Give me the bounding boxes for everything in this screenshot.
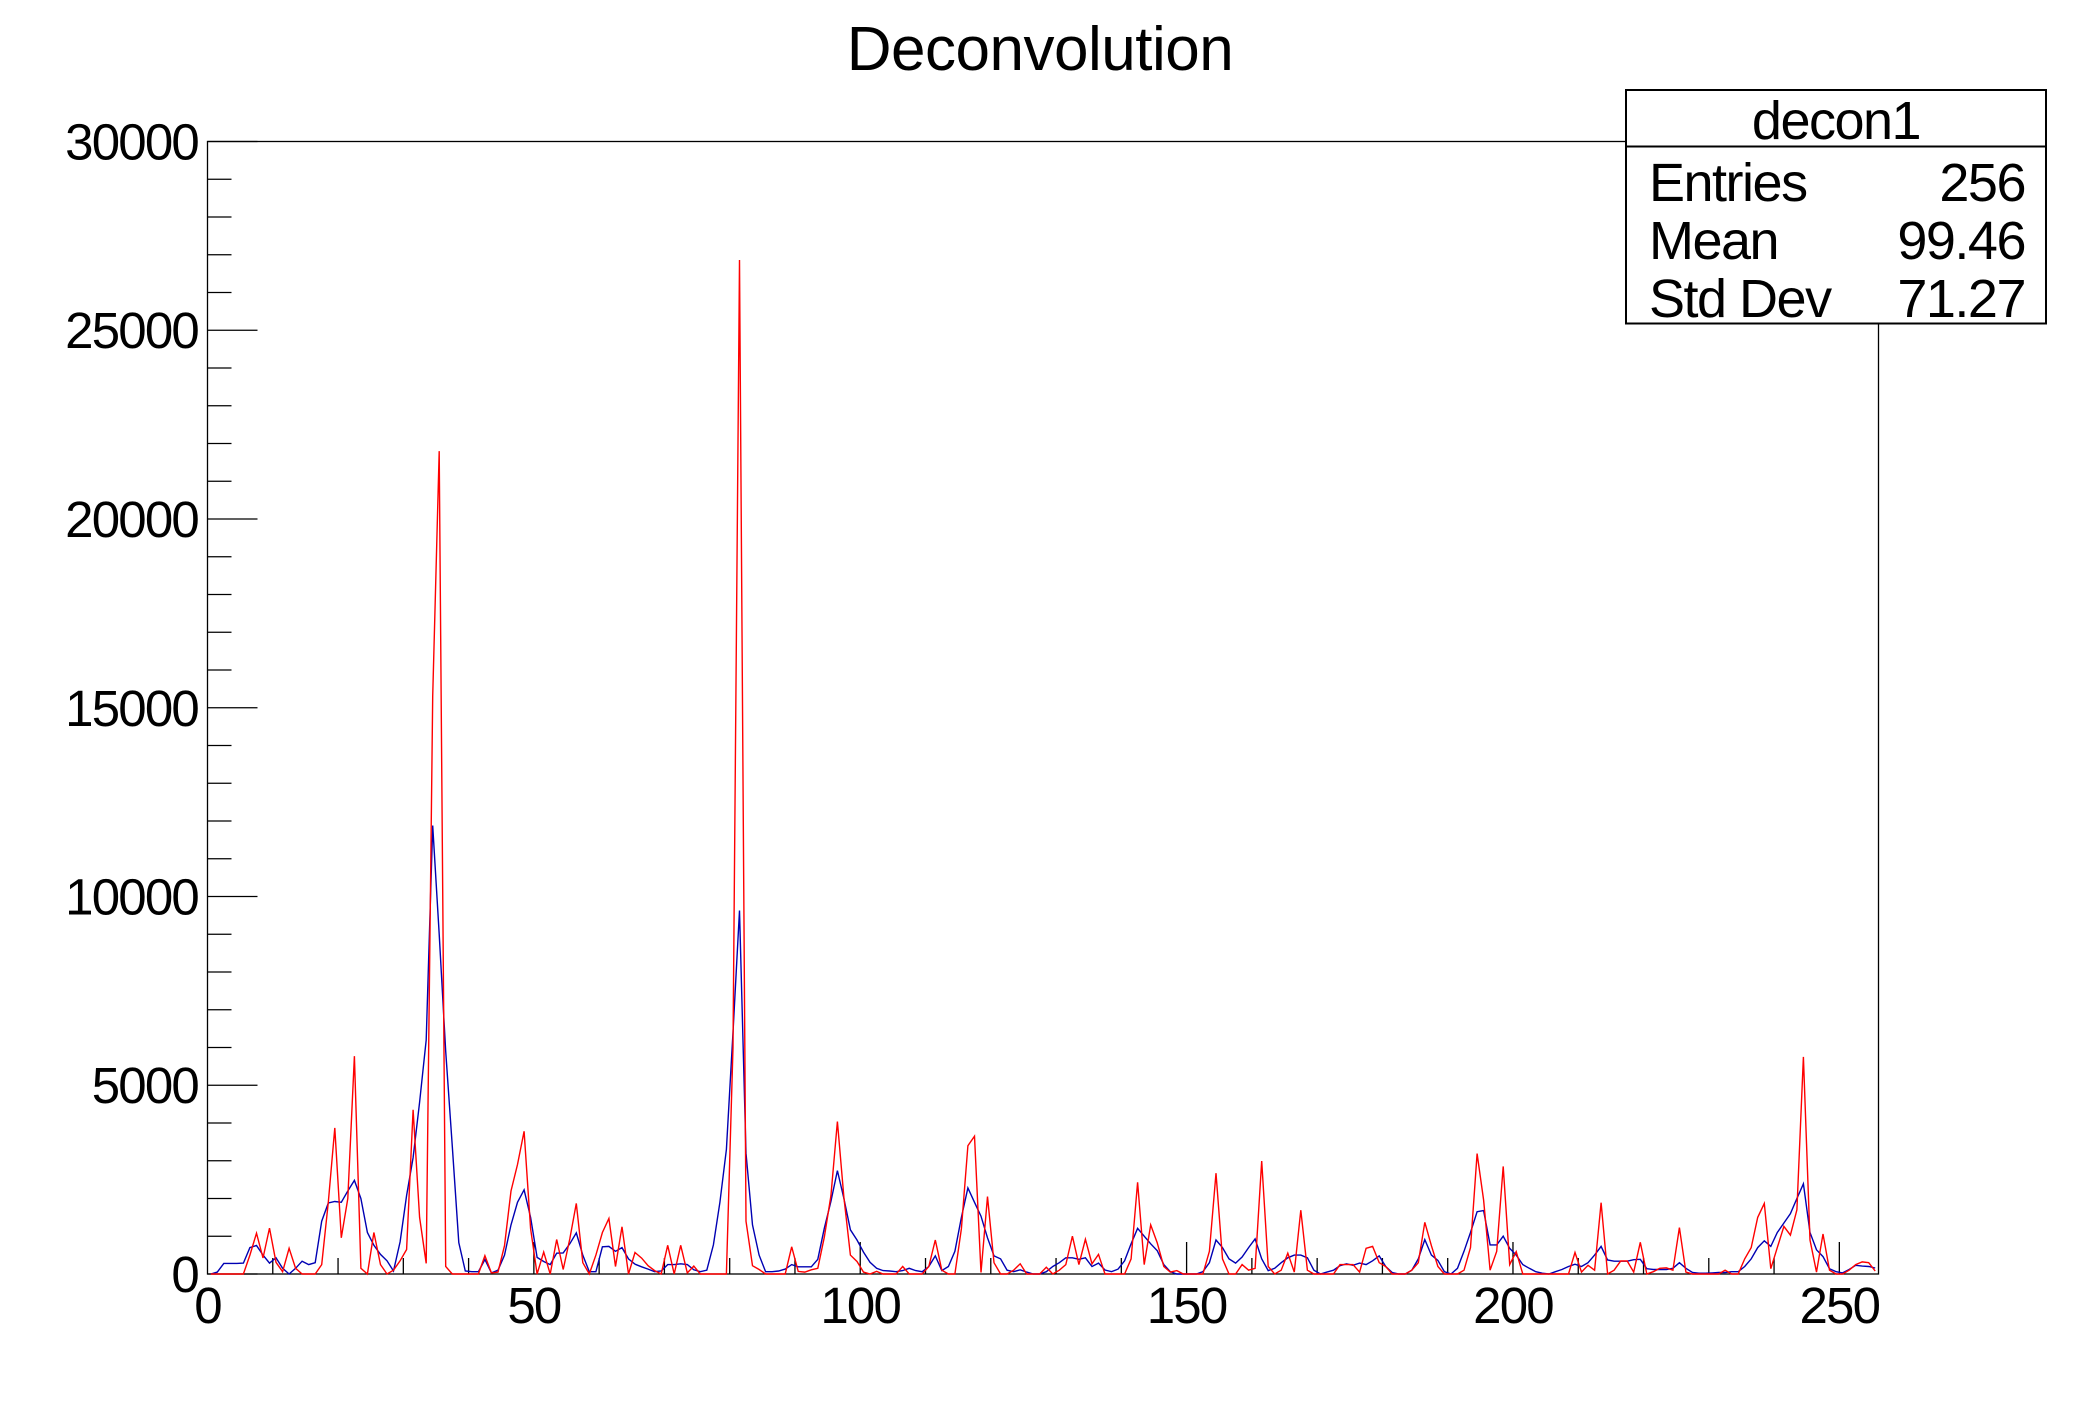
svg-text:10000: 10000: [65, 869, 198, 926]
svg-text:Deconvolution: Deconvolution: [847, 15, 1233, 84]
svg-text:71.27: 71.27: [1897, 269, 2025, 329]
svg-text:150: 150: [1147, 1277, 1227, 1334]
svg-text:25000: 25000: [65, 302, 198, 359]
svg-text:100: 100: [820, 1277, 900, 1334]
svg-text:0: 0: [171, 1246, 198, 1303]
svg-text:0: 0: [194, 1277, 221, 1334]
svg-text:Mean: Mean: [1649, 211, 1792, 271]
svg-text:Entries: Entries: [1649, 153, 1820, 213]
svg-text:Std Dev: Std Dev: [1649, 269, 1844, 329]
svg-text:30000: 30000: [65, 114, 198, 171]
svg-text:decon1: decon1: [1752, 91, 1920, 151]
svg-text:200: 200: [1473, 1277, 1553, 1334]
svg-text:99.46: 99.46: [1897, 211, 2025, 271]
svg-text:256: 256: [1939, 153, 2025, 213]
svg-text:250: 250: [1799, 1277, 1879, 1334]
svg-text:15000: 15000: [65, 680, 198, 737]
svg-text:50: 50: [507, 1277, 561, 1334]
svg-text:20000: 20000: [65, 491, 198, 548]
svg-text:5000: 5000: [92, 1057, 199, 1114]
